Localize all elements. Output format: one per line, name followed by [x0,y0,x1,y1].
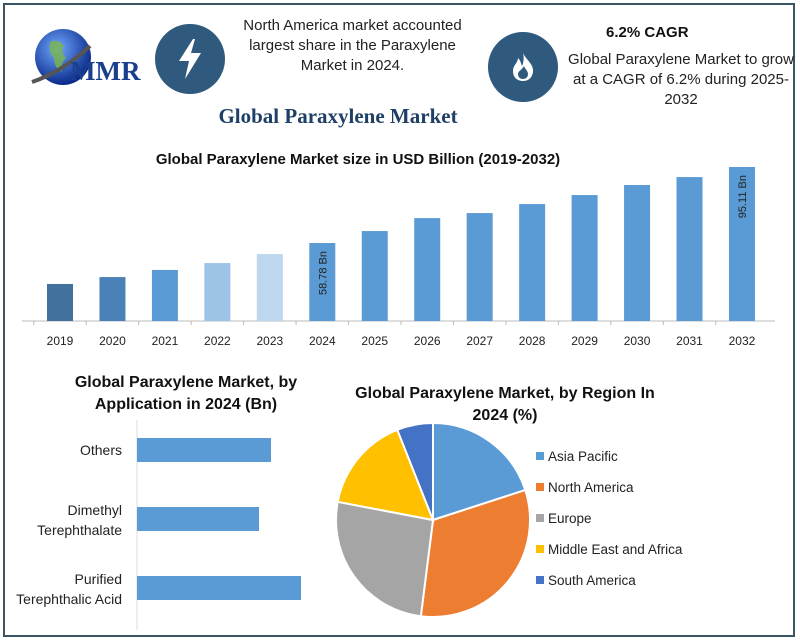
x-tick-label: 2020 [99,334,126,348]
lightning-badge [155,24,225,94]
slice-south-america [395,421,434,521]
x-tick-label: 2019 [47,334,74,348]
bar-2019 [47,283,73,321]
legend-label: Asia Pacific [548,449,618,464]
bar-2027 [466,213,493,321]
bar-2024 [309,243,336,321]
bar-2032 [728,167,755,321]
slice-north-america [419,488,531,618]
x-tick-label: 2024 [309,334,336,348]
logo: MMR [22,20,152,100]
slice-middle-east-and-africa [336,428,435,522]
legend-swatch [536,514,544,522]
bar-2030 [624,185,651,321]
x-tick-label: 2026 [414,334,441,348]
infographic-frame [3,3,795,637]
x-tick-label: 2032 [729,334,756,348]
category-label: Dimethyl Terephthalate [37,502,122,538]
flame-icon [513,53,534,81]
flame-badge [488,32,558,102]
cagr-title: 6.2% CAGR [606,24,689,41]
bar-2023 [256,254,283,321]
legend-label: North America [548,480,634,495]
main-title: Global Paraxylene Market [218,104,458,128]
x-tick-label: 2030 [624,334,651,348]
legend-label: South America [548,573,636,588]
x-tick-label: 2022 [204,334,231,348]
logo-text: MMR [70,56,141,86]
legend-label: Europe [548,511,592,526]
bar-purified-terephthalic-acid [137,576,301,600]
bar-2026 [414,218,441,321]
application-chart-title: Global Paraxylene Market, by Application… [74,374,298,413]
x-tick-label: 2025 [361,334,388,348]
cagr-text: Global Paraxylene Market to grow at a CA… [568,51,794,108]
data-label-2032: 95.11 Bn [737,175,749,218]
x-tick-label: 2031 [676,334,703,348]
bar-2031 [676,177,703,321]
x-tick-label: 2029 [571,334,598,348]
bar-2020 [99,277,126,321]
x-tick-label: 2028 [519,334,546,348]
category-label: Others [80,442,122,458]
info-north-america: North America market accounted largest s… [243,17,462,74]
bar-2022 [204,263,231,321]
globe-icon [31,29,92,85]
legend-swatch [536,483,544,491]
x-tick-label: 2021 [152,334,179,348]
legend-swatch [536,576,544,584]
bar-dimethyl-terephthalate [137,507,259,531]
slice-asia-pacific [432,421,527,522]
bar-2028 [519,204,546,321]
x-tick-label: 2027 [466,334,493,348]
bar-chart-title: Global Paraxylene Market size in USD Bil… [155,151,561,168]
data-label-2024: 58.78 Bn [317,251,329,295]
x-tick-label: 2023 [256,334,283,348]
bar-2029 [571,195,598,321]
legend-swatch [536,545,544,553]
category-label: Purified Terephthalic Acid [16,571,122,607]
region-pie-chart: Asia Pacific North America Europe Middle Ea… [335,421,683,618]
slice-europe [335,500,435,618]
bar-2021 [151,269,178,321]
legend-label: Middle East and Africa [548,542,683,557]
market-size-bar-chart: 2019 2020 2021 2022 2023 2024 58.78 Bn 2025 2026… [22,167,775,348]
bar-others [137,438,271,462]
bar-2025 [361,231,388,321]
region-chart-title: Global Paraxylene Market, by Region In 2… [355,385,655,424]
legend-swatch [536,452,544,460]
application-bar-chart: Others Dimethyl Terephthalate Purified Terep… [16,420,301,630]
lightning-icon [179,39,201,79]
